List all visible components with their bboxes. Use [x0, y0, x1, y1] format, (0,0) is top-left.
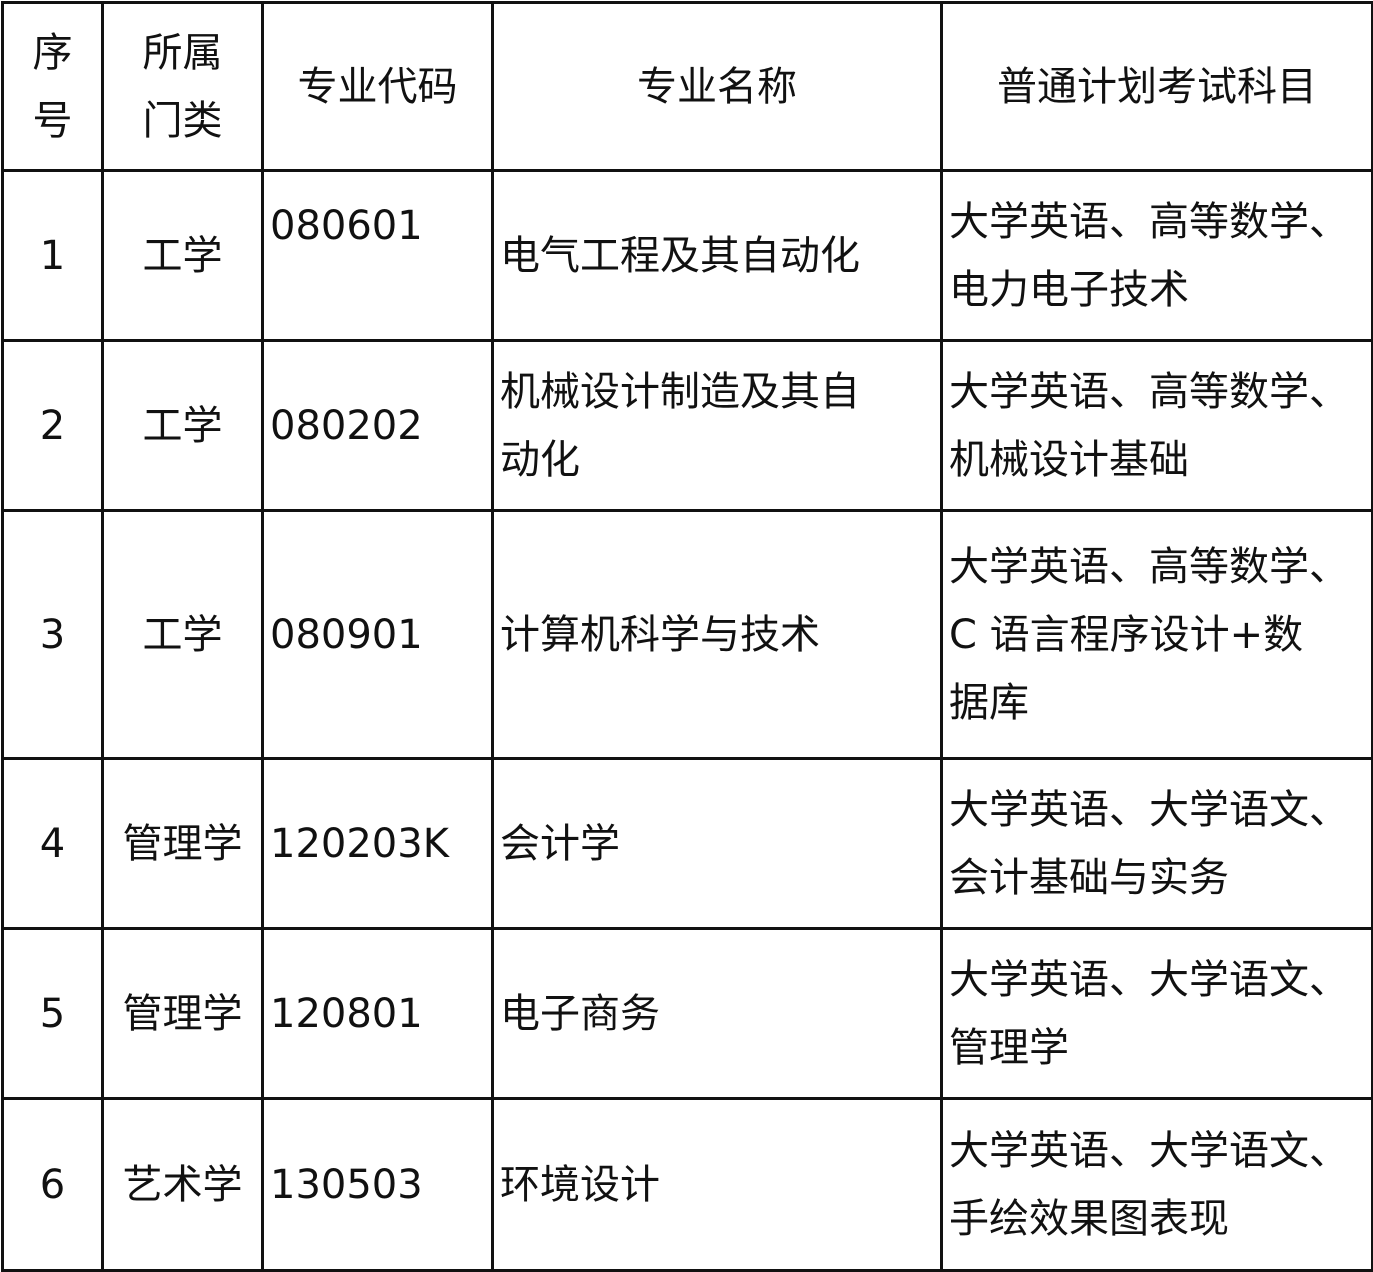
cell-category: 工学 — [101, 339, 264, 512]
cell-code: 120203K — [261, 757, 494, 930]
cell-name: 电子商务 — [491, 927, 943, 1100]
cell-subjects-line: 大学英语、大学语文、 — [949, 1127, 1349, 1174]
cell-name-line: 计算机科学与技术 — [500, 611, 820, 658]
header-row: 序号 所属门类 专业代码 专业名称 普通计划考试科目 — [1, 1, 1373, 172]
cell-name-line: 电气工程及其自动化 — [500, 232, 860, 279]
header-category-line: 所属 — [142, 29, 223, 76]
cell-name: 电气工程及其自动化 — [491, 169, 943, 342]
table-row: 1 工学 080601 电气工程及其自动化 大学英语、高等数学、 电力电子技术 — [1, 169, 1373, 342]
cell-code: 080601 — [261, 169, 494, 342]
cell-subjects-line: 大学英语、高等数学、 — [949, 543, 1349, 590]
cell-index: 3 — [1, 509, 104, 760]
header-index: 序号 — [1, 1, 104, 172]
table-row: 4 管理学 120203K 会计学 大学英语、大学语文、 会计基础与实务 — [1, 757, 1373, 930]
cell-category: 工学 — [101, 509, 264, 760]
cell-subjects-line: 电力电子技术 — [949, 266, 1189, 313]
cell-subjects-line: 大学英语、高等数学、 — [949, 198, 1349, 245]
cell-category: 艺术学 — [101, 1097, 264, 1272]
cell-subjects-line: 管理学 — [949, 1024, 1069, 1071]
cell-index: 5 — [1, 927, 104, 1100]
cell-subjects: 大学英语、大学语文、 管理学 — [940, 927, 1373, 1100]
cell-name-line: 机械设计制造及其自 — [500, 368, 860, 415]
cell-subjects-line: 会计基础与实务 — [949, 854, 1229, 901]
cell-subjects-line: 大学英语、大学语文、 — [949, 786, 1349, 833]
cell-code: 130503 — [261, 1097, 494, 1272]
cell-category: 管理学 — [101, 927, 264, 1100]
cell-index: 1 — [1, 169, 104, 342]
cell-code: 080901 — [261, 509, 494, 760]
cell-name: 环境设计 — [491, 1097, 943, 1272]
cell-subjects-line: 大学英语、高等数学、 — [949, 368, 1349, 415]
cell-category: 管理学 — [101, 757, 264, 930]
cell-code: 080202 — [261, 339, 494, 512]
cell-subjects-line: 大学英语、大学语文、 — [949, 956, 1349, 1003]
cell-subjects-line: 机械设计基础 — [949, 436, 1189, 483]
cell-subjects-line: 手绘效果图表现 — [949, 1195, 1229, 1242]
table-row: 3 工学 080901 计算机科学与技术 大学英语、高等数学、 C 语言程序设计+数 据库 — [1, 509, 1373, 760]
header-index-line: 序 — [32, 29, 73, 76]
cell-subjects-line: 据库 — [949, 679, 1029, 726]
cell-subjects: 大学英语、高等数学、 C 语言程序设计+数 据库 — [940, 509, 1373, 760]
cell-name-line: 环境设计 — [500, 1161, 660, 1208]
header-category: 所属 门类 — [101, 1, 264, 172]
cell-name-line: 电子商务 — [500, 990, 660, 1037]
cell-subjects: 大学英语、大学语文、 手绘效果图表现 — [940, 1097, 1373, 1272]
cell-code: 120801 — [261, 927, 494, 1100]
cell-name-line: 动化 — [500, 436, 580, 483]
cell-subjects: 大学英语、高等数学、 机械设计基础 — [940, 339, 1373, 512]
cell-category: 工学 — [101, 169, 264, 342]
table-row: 2 工学 080202 机械设计制造及其自 动化 大学英语、高等数学、 机械设计基础 — [1, 339, 1373, 512]
cell-name-line: 会计学 — [500, 820, 620, 867]
header-index-line: 号 — [32, 97, 73, 144]
cell-index: 2 — [1, 339, 104, 512]
table-row: 6 艺术学 130503 环境设计 大学英语、大学语文、 手绘效果图表现 — [1, 1097, 1373, 1272]
cell-index: 4 — [1, 757, 104, 930]
cell-name: 会计学 — [491, 757, 943, 930]
cell-subjects: 大学英语、大学语文、 会计基础与实务 — [940, 757, 1373, 930]
header-category-line: 门类 — [142, 97, 223, 144]
cell-index: 6 — [1, 1097, 104, 1272]
cell-name: 机械设计制造及其自 动化 — [491, 339, 943, 512]
header-name: 专业名称 — [491, 1, 943, 172]
cell-subjects-line: C 语言程序设计+数 — [949, 611, 1304, 658]
cell-name: 计算机科学与技术 — [491, 509, 943, 760]
header-code: 专业代码 — [261, 1, 494, 172]
header-subjects: 普通计划考试科目 — [940, 1, 1373, 172]
cell-subjects: 大学英语、高等数学、 电力电子技术 — [940, 169, 1373, 342]
table-row: 5 管理学 120801 电子商务 大学英语、大学语文、 管理学 — [1, 927, 1373, 1100]
